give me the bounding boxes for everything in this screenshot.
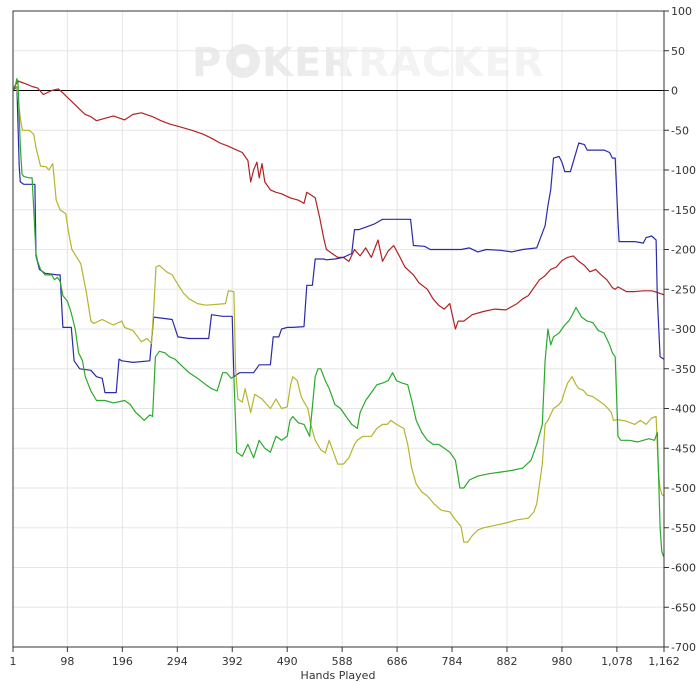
y-tick-label: -650 — [671, 601, 696, 614]
y-tick-label: -150 — [671, 204, 696, 217]
x-tick-label: 1,078 — [601, 655, 633, 668]
y-tick-label: -50 — [671, 124, 689, 137]
y-tick-label: -550 — [671, 522, 696, 535]
x-tick-label: 1,162 — [648, 655, 680, 668]
y-tick-label: -600 — [671, 562, 696, 575]
x-tick-label: 980 — [551, 655, 572, 668]
y-tick-label: -100 — [671, 164, 696, 177]
series-line-3 — [12, 85, 665, 543]
x-tick-label: 784 — [442, 655, 463, 668]
y-tick-label: -350 — [671, 363, 696, 376]
x-axis: 1 98 196 294 392 490 588 686 784 882 980 1,078 1,162 — [10, 647, 680, 668]
poker-chip-icon — [226, 44, 260, 78]
x-tick-label: 98 — [60, 655, 74, 668]
watermark-poker-p: P — [192, 40, 222, 86]
x-tick-label: 490 — [277, 655, 298, 668]
x-tick-label: 588 — [332, 655, 353, 668]
series-line-4 — [12, 78, 665, 558]
x-tick-label: 196 — [112, 655, 133, 668]
x-tick-label: 1 — [10, 655, 17, 668]
y-tick-label: -500 — [671, 482, 696, 495]
y-tick-label: 0 — [671, 85, 678, 98]
y-tick-label: -700 — [671, 641, 696, 654]
poker-chip-icon-inner — [236, 54, 250, 68]
watermark-poker-rest: KER — [262, 40, 354, 86]
y-tick-label: -250 — [671, 283, 696, 296]
y-tick-label: -200 — [671, 244, 696, 257]
y-tick-label: -400 — [671, 403, 696, 416]
y-tick-label: -450 — [671, 442, 696, 455]
series-line-2 — [12, 85, 665, 394]
x-tick-label: 392 — [222, 655, 243, 668]
chart-series — [12, 78, 665, 558]
x-tick-label: 294 — [167, 655, 188, 668]
watermark-tracker: TRACKER — [330, 40, 545, 86]
x-tick-label: 882 — [496, 655, 517, 668]
y-tick-label: 100 — [671, 5, 692, 18]
watermark: P KER TRACKER — [192, 40, 545, 86]
y-tick-label: -300 — [671, 323, 696, 336]
x-tick-label: 686 — [387, 655, 408, 668]
x-axis-label: Hands Played — [301, 669, 376, 682]
y-tick-label: 50 — [671, 45, 685, 58]
y-axis: 100 50 0 -50 -100 -150 -200 -250 -300 -350 -400 -45… — [664, 5, 696, 654]
